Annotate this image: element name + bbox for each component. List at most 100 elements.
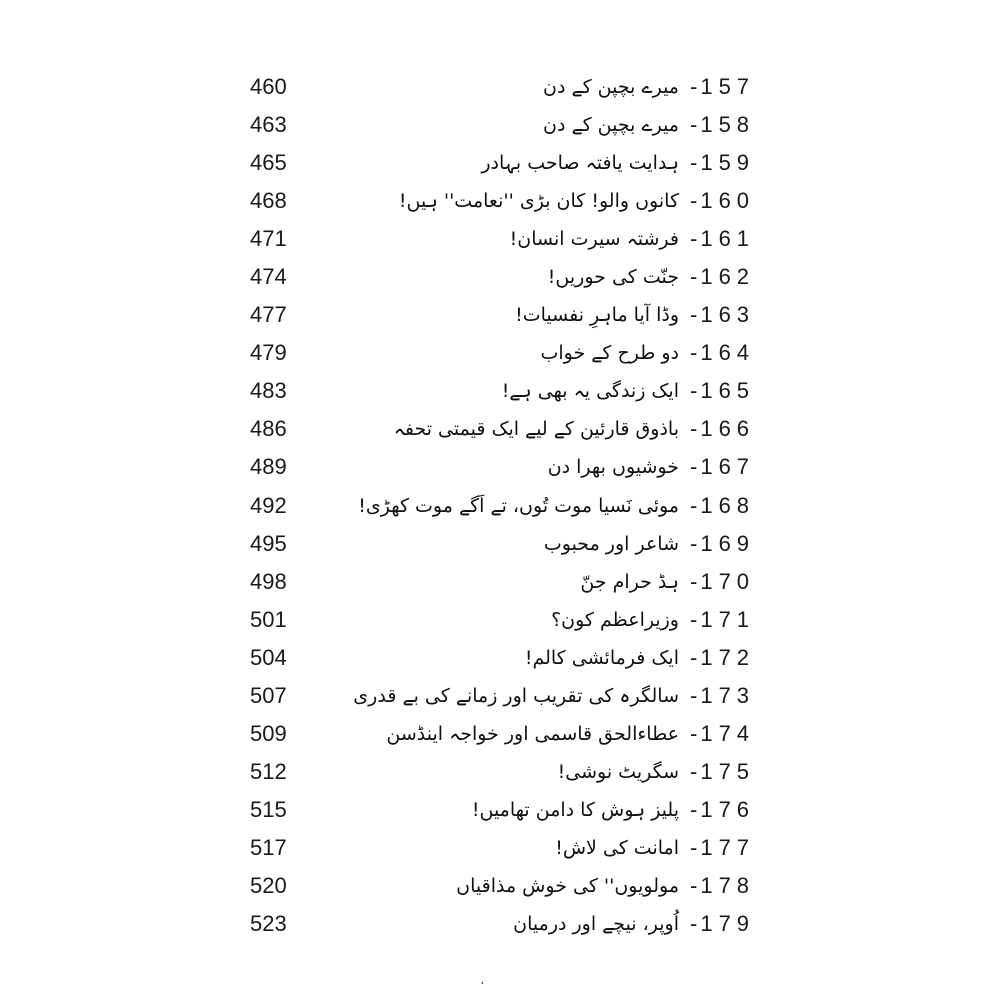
page-number: 471 — [250, 226, 287, 252]
toc-entry-row: 474 جنّت کی حوریں! -162 — [250, 258, 766, 296]
entry-number: -170 — [690, 569, 766, 595]
page-number: 468 — [250, 188, 287, 214]
entry-number: -179 — [690, 911, 766, 937]
entry-dash: - — [690, 796, 698, 822]
page-number: 463 — [250, 112, 287, 138]
entry-num-digits: 169 — [700, 530, 756, 556]
entry-num-digits: 168 — [700, 492, 756, 518]
entry-title: ہدایت یافتہ صاحب بہادر — [481, 152, 679, 175]
toc-entry-row: 471 فرشتہ سیرت انسان! -161 — [250, 220, 766, 258]
entry-title: سگریٹ نوشی! — [557, 760, 679, 783]
entry-number: -168 — [690, 493, 766, 519]
toc-entry-row: 483 ایک زندگی یہ بھی ہے! -165 — [250, 372, 766, 410]
entry-num-digits: 161 — [700, 226, 756, 252]
toc-entry-row: 512 سگریٹ نوشی! -175 — [250, 753, 766, 791]
entry-number: -158 — [690, 112, 766, 138]
entry-dash: - — [690, 112, 698, 138]
page-number: 477 — [250, 302, 287, 328]
ink-speck: · — [478, 973, 487, 993]
entry-number: -177 — [690, 835, 766, 861]
page-number: 507 — [250, 682, 287, 708]
entry-number: -176 — [690, 797, 766, 823]
entry-title: باذوق قارئین کے لیے ایک قیمتی تحفہ — [393, 418, 679, 441]
entry-number: -157 — [690, 74, 766, 100]
page-number: 517 — [250, 834, 287, 860]
entry-title: ایک زندگی یہ بھی ہے! — [501, 380, 679, 403]
toc-entry-row: 523 اُوپر، نیچے اور درمیان -179 — [250, 905, 766, 943]
entry-dash: - — [690, 606, 698, 632]
entry-num-digits: 176 — [700, 796, 756, 822]
entry-title: پلیز ہوش کا دامن تھامیں! — [471, 798, 679, 821]
entry-dash: - — [690, 454, 698, 480]
entry-title: دو طرح کے خواب — [540, 342, 679, 365]
page-number: 498 — [250, 568, 287, 594]
toc-entry-row: 477 وڈا آیا ماہرِ نفسیات! -163 — [250, 296, 766, 334]
entry-number: -160 — [690, 188, 766, 214]
entry-num-digits: 170 — [700, 568, 756, 594]
entry-title: موئی نَسیا موت تُوں، تے اَگے موت کھڑی! — [358, 494, 679, 517]
entry-num-digits: 174 — [700, 720, 756, 746]
toc-entry-row: 509 عطاءالحق قاسمی اور خواجہ اینڈسن -174 — [250, 715, 766, 753]
entry-number: -161 — [690, 226, 766, 252]
page-number: 501 — [250, 606, 287, 632]
entry-title: مولویوں'' کی خوش مذاقیاں — [456, 875, 679, 897]
toc-entry-row: 468 کانوں والو! کان بڑی ''نعامت'' ہیں! -… — [250, 182, 766, 220]
entry-dash: - — [690, 530, 698, 556]
entry-title: خوشیوں بھرا دن — [547, 456, 679, 479]
entry-title: ایک فرمائشی کالم! — [524, 646, 679, 669]
toc-entry-row: 465 ہدایت یافتہ صاحب بہادر -159 — [250, 144, 766, 182]
page-number: 520 — [250, 873, 287, 898]
page-number: 489 — [250, 454, 287, 480]
toc-entry-row: 492 موئی نَسیا موت تُوں، تے اَگے موت کھڑ… — [250, 487, 766, 525]
entry-title: جنّت کی حوریں! — [547, 266, 679, 289]
toc-entry-row: 463 میرے بچپن کے دن -158 — [250, 106, 766, 144]
entry-title: امانت کی لاش! — [555, 836, 679, 859]
page-number: 492 — [250, 492, 287, 518]
entry-dash: - — [690, 720, 698, 746]
entry-title: اُوپر، نیچے اور درمیان — [513, 913, 679, 936]
entry-title: وڈا آیا ماہرِ نفسیات! — [515, 304, 679, 327]
page-number: 523 — [250, 911, 287, 937]
entry-number: -172 — [690, 645, 766, 671]
toc-entry-row: 504 ایک فرمائشی کالم! -172 — [250, 639, 766, 677]
toc-entry-row: 507 سالگرہ کی تقریب اور زمانے کی بے قدری… — [250, 677, 766, 715]
entry-num-digits: 166 — [700, 416, 756, 442]
entry-dash: - — [690, 834, 698, 860]
entry-dash: - — [690, 74, 698, 100]
entry-num-digits: 175 — [700, 758, 756, 784]
entry-dash: - — [690, 416, 698, 442]
entry-number: -178 — [690, 873, 766, 899]
toc-entry-row: 501 وزیراعظم کون؟ -171 — [250, 601, 766, 639]
entry-num-digits: 178 — [700, 873, 756, 898]
page-number: 512 — [250, 758, 287, 784]
entry-dash: - — [690, 911, 698, 937]
entry-num-digits: 158 — [700, 112, 756, 138]
entry-number: -167 — [690, 454, 766, 480]
entry-title: وزیراعظم کون؟ — [551, 608, 679, 631]
entry-num-digits: 167 — [700, 454, 756, 480]
entry-dash: - — [690, 378, 698, 404]
entry-num-digits: 179 — [700, 911, 756, 937]
entry-num-digits: 164 — [700, 340, 756, 366]
toc-entry-row: 498 ہڈ حرام جنّ -170 — [250, 563, 766, 601]
entry-title: شاعر اور محبوب — [543, 532, 679, 555]
entry-number: -173 — [690, 683, 766, 709]
entry-num-digits: 173 — [700, 682, 756, 708]
page-number: 460 — [250, 74, 287, 100]
entry-number: -165 — [690, 378, 766, 404]
toc-entry-row: 520 مولویوں'' کی خوش مذاقیاں -178 — [250, 867, 766, 905]
page-number: 465 — [250, 150, 287, 176]
page-number: 509 — [250, 720, 287, 746]
entry-number: -159 — [690, 150, 766, 176]
entry-title: ہڈ حرام جنّ — [580, 570, 679, 593]
entry-title: فرشتہ سیرت انسان! — [509, 228, 679, 251]
entry-title: کانوں والو! کان بڑی ''نعامت'' ہیں! — [398, 190, 679, 213]
entry-dash: - — [690, 302, 698, 328]
toc-list: 460 میرے بچپن کے دن -157 463 میرے بچپن ک… — [250, 68, 766, 943]
entry-dash: - — [690, 340, 698, 366]
entry-title: سالگرہ کی تقریب اور زمانے کی بے قدری — [353, 684, 679, 707]
page-number: 504 — [250, 644, 287, 670]
toc-entry-row: 517 امانت کی لاش! -177 — [250, 829, 766, 867]
toc-entry-row: 495 شاعر اور محبوب -169 — [250, 525, 766, 563]
